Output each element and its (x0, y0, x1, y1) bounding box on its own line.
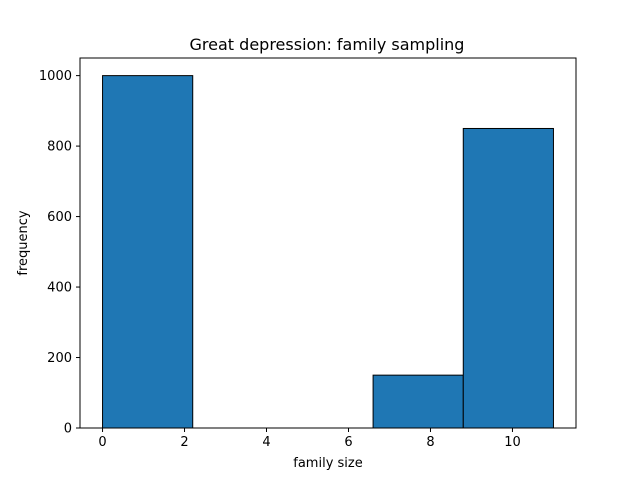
y-tick-label: 400 (47, 281, 72, 296)
y-axis-label: frequency (16, 210, 31, 276)
x-tick-label: 6 (344, 435, 352, 450)
histogram-bar-0 (102, 75, 194, 429)
x-axis-label: family size (293, 456, 362, 471)
plot-area-frame (79, 57, 577, 429)
histogram-bar-3 (372, 374, 464, 429)
y-tick-label: 800 (47, 140, 72, 155)
y-axis-ticks: 0 200 400 600 800 1000 (39, 69, 80, 437)
x-tick-label: 4 (262, 435, 270, 450)
x-axis-ticks: 0 2 4 6 8 10 (98, 428, 521, 450)
y-tick-label: 200 (47, 351, 72, 366)
bars-group (102, 75, 554, 429)
y-tick-label: 0 (64, 422, 72, 437)
y-tick-label: 600 (47, 210, 72, 225)
histogram-bar-4 (462, 127, 554, 429)
x-tick-label: 10 (504, 435, 521, 450)
x-tick-label: 2 (180, 435, 188, 450)
y-tick-label: 1000 (39, 69, 72, 84)
chart-title: Great depression: family sampling (190, 35, 465, 54)
x-tick-label: 0 (98, 435, 106, 450)
x-tick-label: 8 (426, 435, 434, 450)
